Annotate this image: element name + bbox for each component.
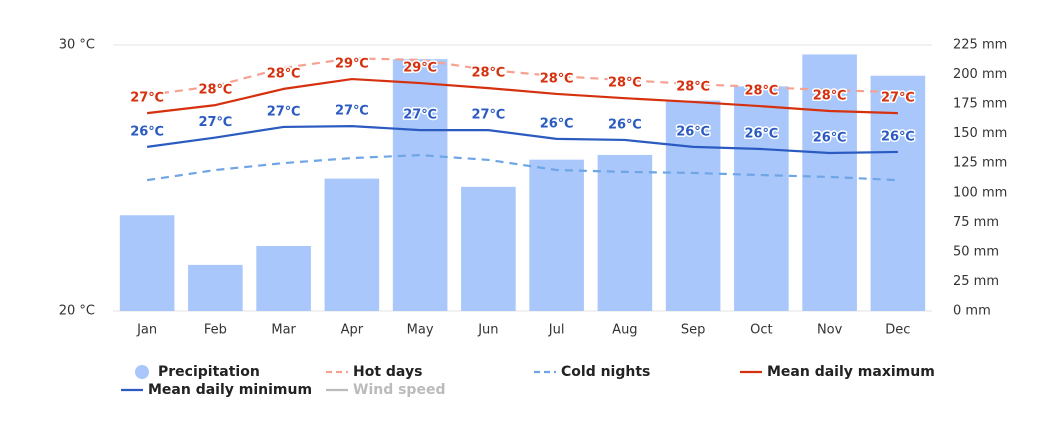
legend-item: Mean daily minimum — [121, 382, 312, 398]
data-label: 28℃ — [267, 66, 301, 81]
x-tick-label: Feb — [204, 323, 227, 338]
bar — [392, 59, 448, 311]
grid — [113, 44, 932, 312]
y-tick-label: 20 °C — [59, 304, 95, 319]
bar — [256, 245, 311, 311]
data-label: 27℃ — [471, 108, 505, 123]
x-tick-label: May — [407, 323, 434, 338]
line — [146, 125, 898, 155]
y2-tick-label: 125 mm — [953, 156, 1007, 171]
y2-tick-label: 225 mm — [953, 38, 1007, 53]
line — [146, 154, 898, 182]
data-label: 26℃ — [130, 124, 164, 139]
legend-item: Mean daily maximum — [740, 364, 935, 380]
data-label: 26℃ — [540, 116, 574, 131]
y2-tick-label: 0 mm — [953, 304, 991, 319]
x-tick-label: Apr — [341, 323, 364, 338]
bar — [870, 75, 926, 311]
y2-tick-label: 175 mm — [953, 97, 1007, 112]
data-label: 27℃ — [403, 108, 437, 123]
y2-tick-label: 25 mm — [953, 274, 999, 289]
y2-tick-label: 200 mm — [953, 67, 1007, 82]
legend-label: Wind speed — [353, 382, 445, 398]
data-label: 29℃ — [335, 57, 369, 72]
bar — [529, 159, 584, 311]
x-tick-label: Jan — [136, 323, 157, 338]
x-tick-label: Jun — [477, 323, 498, 338]
bar — [597, 154, 653, 311]
data-label: 28℃ — [471, 66, 505, 81]
data-label: 27℃ — [335, 104, 369, 119]
data-label: 26℃ — [676, 124, 710, 139]
x-tick-label: Mar — [271, 323, 296, 338]
x-tick-label: Jul — [548, 323, 565, 338]
legend-item: Cold nights — [534, 364, 650, 380]
bar — [188, 264, 243, 311]
data-label: 28℃ — [540, 71, 574, 86]
data-label: 28℃ — [813, 88, 847, 103]
data-label: 29℃ — [403, 61, 437, 76]
legend-item: Wind speed — [326, 382, 445, 398]
bar — [119, 215, 175, 311]
data-label: 26℃ — [881, 129, 915, 144]
data-label: 27℃ — [881, 91, 915, 106]
bar — [734, 86, 789, 311]
legend-label: Mean daily maximum — [767, 364, 935, 380]
data-label: 28℃ — [676, 79, 710, 94]
data-label: 26℃ — [608, 117, 642, 132]
legend-symbol — [135, 365, 149, 379]
line — [146, 77, 898, 115]
y2-tick-label: 150 mm — [953, 126, 1007, 141]
data-label: 27℃ — [198, 115, 232, 130]
bar — [665, 100, 721, 311]
x-tick-label: Sep — [681, 323, 706, 338]
data-label: 28℃ — [198, 83, 232, 98]
bar-series — [119, 54, 926, 312]
data-label: 27℃ — [130, 91, 164, 106]
legend-label: Mean daily minimum — [148, 382, 312, 398]
data-label: 26℃ — [813, 130, 847, 145]
x-tick-label: Dec — [885, 323, 910, 338]
line — [146, 57, 898, 97]
x-tick-label: Aug — [612, 323, 637, 338]
legend-label: Precipitation — [158, 364, 260, 380]
data-label: 28℃ — [744, 84, 778, 99]
bar — [324, 178, 380, 311]
y2-tick-label: 100 mm — [953, 185, 1007, 200]
data-label: 28℃ — [608, 76, 642, 91]
legend-item: Hot days — [326, 364, 422, 380]
y2-tick-label: 50 mm — [953, 244, 999, 259]
y2-tick-label: 75 mm — [953, 215, 999, 230]
y-tick-label: 30 °C — [59, 38, 95, 53]
legend-label: Hot days — [353, 364, 422, 380]
legend-label: Cold nights — [561, 364, 650, 380]
bar — [461, 186, 516, 311]
data-label: 27℃ — [267, 104, 301, 119]
legend-item: Precipitation — [135, 364, 260, 380]
data-label: 26℃ — [744, 127, 778, 142]
bar — [802, 54, 857, 312]
x-tick-label: Oct — [750, 323, 772, 338]
x-tick-label: Nov — [817, 323, 843, 338]
